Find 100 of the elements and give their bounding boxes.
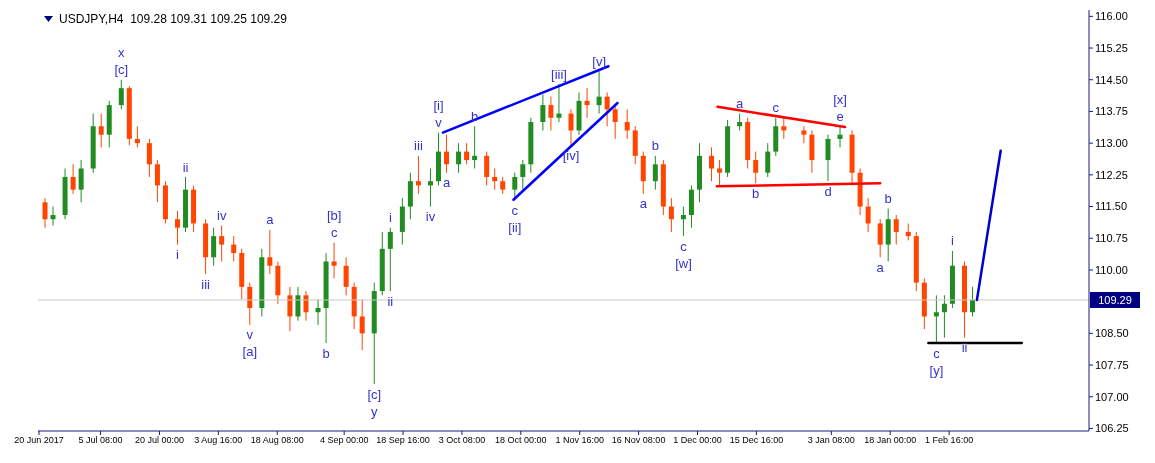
candlestick <box>219 225 225 262</box>
candlestick <box>42 197 48 229</box>
annotation: a <box>442 175 451 191</box>
annotation: [y] <box>929 362 944 378</box>
y-tick-label: 113.00 <box>1095 137 1128 150</box>
annotation: c <box>511 202 519 218</box>
y-tick-label: 116.00 <box>1095 10 1128 23</box>
y-tick-label: 106.25 <box>1095 422 1129 435</box>
x-tick-label: 15 Dec 16:00 <box>729 435 784 446</box>
candlestick <box>359 299 365 351</box>
annotation: i <box>176 247 180 263</box>
annotation: iii <box>414 138 423 154</box>
x-tick-label: 16 Nov 08:00 <box>611 435 666 446</box>
annotation: [c] <box>367 386 382 402</box>
candlestick <box>604 91 610 127</box>
y-tick-label: 114.50 <box>1095 73 1128 86</box>
candlestick <box>596 70 602 115</box>
x-tick-label: 3 Aug 16:00 <box>194 435 243 446</box>
x-tick-label: 18 Jan 00:00 <box>864 435 917 446</box>
y-tick-label: 107.75 <box>1095 358 1129 371</box>
candlestick <box>837 125 843 148</box>
candlestick <box>472 125 478 170</box>
candlestick <box>520 159 526 191</box>
candlestick <box>624 108 630 140</box>
candlestick <box>865 197 871 233</box>
candlestick <box>568 108 574 146</box>
annotation: iii <box>201 276 211 292</box>
y-tick-label: 108.50 <box>1095 327 1129 340</box>
candlestick <box>175 210 180 246</box>
annotation: e <box>836 108 844 124</box>
candlestick <box>941 294 947 339</box>
annotation: a <box>876 259 885 275</box>
annotation: c <box>680 238 688 254</box>
candlestick <box>444 134 450 174</box>
y-tick-label: 110.00 <box>1095 263 1128 276</box>
annotation: a <box>736 96 745 112</box>
candlestick <box>343 256 349 296</box>
candlestick <box>231 235 237 262</box>
candlestick <box>267 229 273 275</box>
annotation: [a] <box>242 344 258 360</box>
annotation: b <box>322 345 330 361</box>
candlestick <box>933 294 939 344</box>
annotation: [x] <box>833 91 847 107</box>
y-tick-label: 111.50 <box>1095 200 1128 213</box>
candlestick <box>801 125 807 144</box>
annotation: a <box>639 196 648 212</box>
candlestick <box>970 286 976 317</box>
annotation: [iii] <box>551 66 567 82</box>
annotation: [c] <box>114 62 129 78</box>
candlestick <box>717 159 723 186</box>
candlestick <box>612 104 618 140</box>
annotation: y <box>371 403 379 419</box>
candlestick <box>484 151 490 186</box>
annotation: [iv] <box>562 147 580 163</box>
candlestick <box>134 125 140 148</box>
x-tick-label: 3 Jan 08:00 <box>807 435 855 446</box>
x-tick-label: 5 Jul 08:00 <box>78 435 123 446</box>
candlestick <box>652 155 658 191</box>
candlestick <box>146 138 152 178</box>
candlestick <box>78 159 84 203</box>
x-tick-label: 20 Jun 2017 <box>14 435 64 446</box>
candlestick <box>893 214 899 246</box>
annotation: iv <box>217 208 227 224</box>
candlestick <box>781 117 787 140</box>
annotation: v <box>435 115 443 131</box>
ref-line-label: 109.29 <box>1098 293 1132 306</box>
x-tick-label: 4 Sep 00:00 <box>319 435 369 446</box>
x-tick-label: 18 Sep 16:00 <box>376 435 430 446</box>
candlestick <box>387 227 393 292</box>
annotation: b <box>884 191 892 207</box>
candlestick <box>464 142 470 165</box>
candlestick <box>247 282 253 326</box>
candlestick <box>548 96 554 131</box>
y-tick-label: 110.75 <box>1095 232 1128 245</box>
candlestick <box>540 94 546 131</box>
annotation: ii <box>387 293 394 309</box>
candlestick <box>211 227 217 267</box>
y-tick-label: 112.25 <box>1095 168 1128 181</box>
x-tick-label: 18 Oct 00:00 <box>495 435 547 446</box>
candlestick <box>556 83 562 123</box>
annotation: d <box>824 183 832 199</box>
annotation: [v] <box>592 53 606 69</box>
candlestick <box>295 286 301 322</box>
annotation: v <box>246 327 254 343</box>
candlestick <box>118 79 124 110</box>
annotation: b <box>752 185 760 201</box>
annotation: ii <box>961 340 968 356</box>
candlestick <box>492 168 498 191</box>
candlestick <box>427 168 433 208</box>
candlestick <box>331 241 337 279</box>
x-tick-label: 20 Jul 00:00 <box>134 435 184 446</box>
candlestick <box>456 142 462 174</box>
candlestick <box>50 206 56 227</box>
annotation: c <box>330 225 338 241</box>
candlestick <box>765 142 771 178</box>
x-tick-label: 1 Dec 00:00 <box>673 435 722 446</box>
annotation: [b] <box>326 208 342 224</box>
y-tick-label: 113.75 <box>1095 105 1128 118</box>
y-tick-label: 107.00 <box>1095 390 1129 403</box>
candlestick <box>315 299 321 326</box>
